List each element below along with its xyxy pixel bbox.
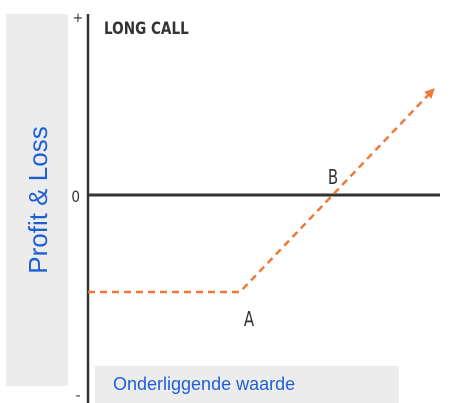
plus-mark: + <box>73 11 84 26</box>
x-label-panel <box>95 366 399 403</box>
zero-mark: 0 <box>71 188 80 206</box>
diagram-title: LONG CALL <box>104 19 189 39</box>
point-a-label: A <box>244 309 254 332</box>
point-b-label: B <box>328 167 338 190</box>
y-axis-label: Profit & Loss <box>23 126 53 273</box>
payoff-line <box>88 88 435 294</box>
y-label-panel <box>6 14 68 386</box>
minus-mark: - <box>75 388 80 403</box>
x-axis-label: Onderliggende waarde <box>113 374 295 394</box>
